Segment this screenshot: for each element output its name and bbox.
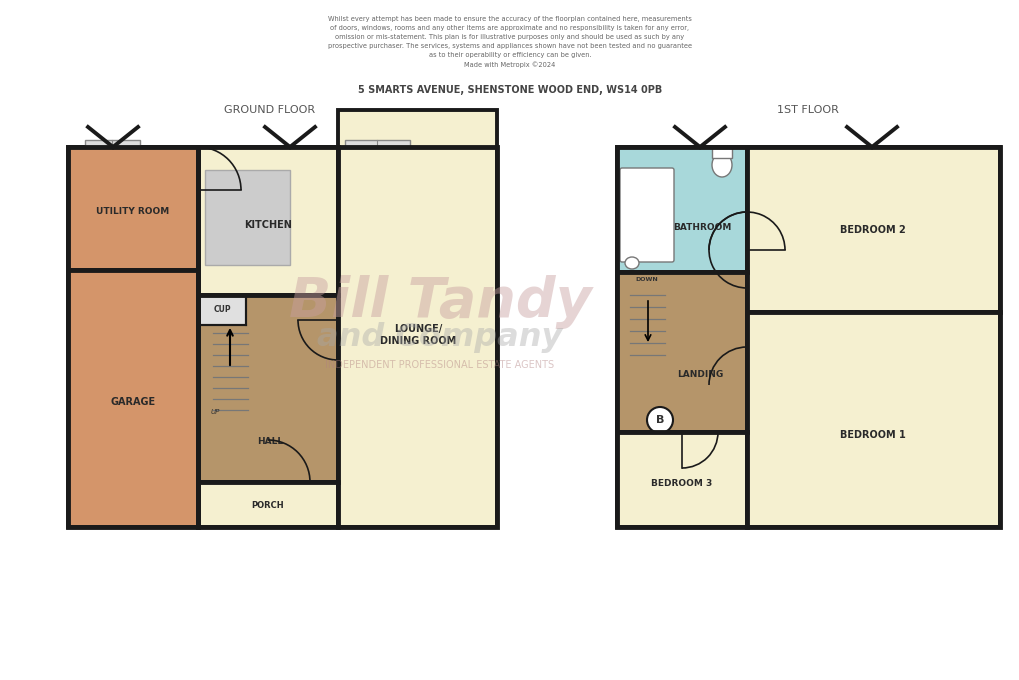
Bar [205,170,289,265]
Text: LANDING: LANDING [677,371,722,379]
Ellipse shape [625,257,638,269]
Text: Whilst every attempt has been made to ensure the accuracy of the floorplan conta: Whilst every attempt has been made to en… [328,16,691,68]
Bar [68,147,198,527]
Text: GROUND FLOOR: GROUND FLOOR [224,105,315,115]
Text: HALL: HALL [257,437,283,447]
Text: GARAGE: GARAGE [110,397,156,407]
Bar [198,147,337,295]
Text: BEDROOM 1: BEDROOM 1 [840,430,905,440]
Bar [746,147,999,312]
Bar [616,147,999,527]
Text: B: B [655,415,663,425]
Text: 1ST FLOOR: 1ST FLOOR [776,105,838,115]
Bar [198,147,496,527]
Text: LOUNGE/
DINING ROOM: LOUNGE/ DINING ROOM [379,324,455,346]
Bar [68,147,198,270]
Bar [616,147,746,272]
Text: UP: UP [210,409,219,415]
Bar [344,140,410,147]
Bar [68,270,198,527]
Text: INDEPENDENT PROFESSIONAL ESTATE AGENTS: INDEPENDENT PROFESSIONAL ESTATE AGENTS [325,360,554,370]
Circle shape [646,407,673,433]
FancyBboxPatch shape [620,168,674,262]
Text: KITCHEN: KITCHEN [244,220,291,230]
Text: DOWN: DOWN [635,277,657,282]
Bar [616,272,746,432]
Text: 5 SMARTS AVENUE, SHENSTONE WOOD END, WS14 0PB: 5 SMARTS AVENUE, SHENSTONE WOOD END, WS1… [358,85,661,95]
Text: BEDROOM 2: BEDROOM 2 [840,225,905,235]
Bar [746,312,999,527]
Text: CUP: CUP [213,305,230,314]
Bar [616,432,746,527]
Bar [198,295,246,325]
Bar [198,295,337,482]
Text: PORCH: PORCH [252,500,284,509]
Text: UTILITY ROOM: UTILITY ROOM [96,207,169,216]
Bar [198,482,337,527]
Text: and Company: and Company [317,322,562,354]
Bar [337,110,496,527]
Ellipse shape [711,153,732,177]
Text: Bill Tandy: Bill Tandy [288,275,591,329]
Text: BEDROOM 3: BEDROOM 3 [651,479,712,488]
Bar [85,140,140,147]
Text: BATHROOM: BATHROOM [673,224,731,233]
Bar [711,148,732,158]
